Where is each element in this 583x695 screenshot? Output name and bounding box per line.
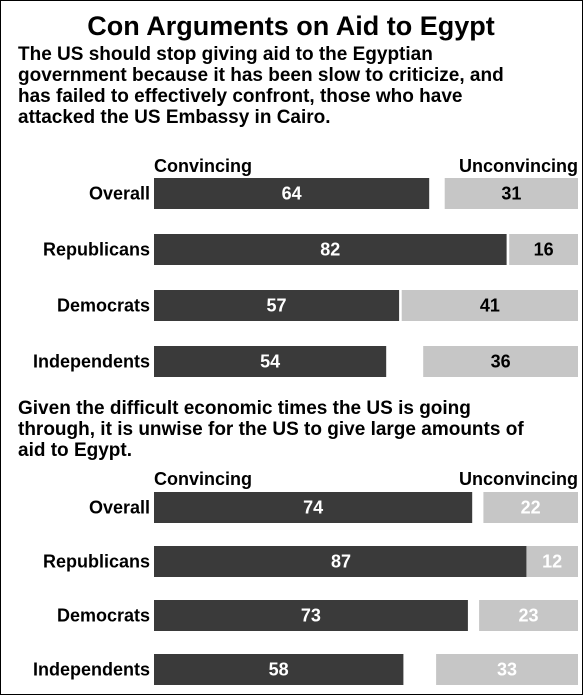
panel2-value-convincing: 74 bbox=[303, 498, 323, 518]
panel1-value-unconvincing: 31 bbox=[501, 184, 521, 204]
panel2-value-convincing: 58 bbox=[269, 660, 289, 680]
panel2-category-label: Independents bbox=[33, 660, 150, 680]
panel1-value-convincing: 54 bbox=[260, 352, 280, 372]
panel1-bar-unconvincing bbox=[423, 346, 578, 377]
panel2-header-convincing: Convincing bbox=[154, 469, 252, 489]
panel1-bar-convincing bbox=[154, 346, 387, 377]
panel1-value-convincing: 57 bbox=[267, 296, 287, 316]
panel2-bar-unconvincing bbox=[526, 546, 578, 577]
panel2-statement-line: Given the difficult economic times the U… bbox=[18, 398, 471, 419]
panel2-category-label: Overall bbox=[89, 498, 150, 518]
panel2-statement-line: aid to Egypt. bbox=[18, 440, 132, 461]
panel1-value-convincing: 64 bbox=[282, 184, 302, 204]
panel2-value-unconvincing: 12 bbox=[542, 552, 562, 572]
panel1-category-label: Republicans bbox=[43, 240, 150, 260]
panel1-bar-unconvincing bbox=[444, 178, 578, 209]
panel1-bar-unconvincing bbox=[401, 290, 578, 321]
panel1-statement-line: government because it has been slow to c… bbox=[18, 65, 504, 86]
panel2-bar-convincing bbox=[154, 546, 529, 577]
panel1-header-unconvincing: Unconvincing bbox=[459, 156, 578, 176]
panel1-value-unconvincing: 16 bbox=[534, 240, 554, 260]
panel2-bar-convincing bbox=[154, 654, 404, 685]
panel1-statement-line: attacked the US Embassy in Cairo. bbox=[18, 107, 331, 128]
panel2-bar-unconvincing bbox=[479, 600, 578, 631]
panel2-bar-unconvincing bbox=[483, 492, 578, 523]
panel1-bar-unconvincing bbox=[509, 234, 578, 265]
panel1-category-label: Independents bbox=[33, 352, 150, 372]
panel1-bar-convincing bbox=[154, 234, 507, 265]
panel1-bar-convincing bbox=[154, 178, 430, 209]
panel1-value-convincing: 82 bbox=[320, 240, 340, 260]
panel1-header-convincing: Convincing bbox=[154, 156, 252, 176]
panel2-value-unconvincing: 22 bbox=[521, 498, 541, 518]
panel1-bar-convincing bbox=[154, 290, 400, 321]
panel1-category-label: Democrats bbox=[57, 296, 150, 316]
panel2-bar-convincing bbox=[154, 600, 468, 631]
panel2-category-label: Republicans bbox=[43, 552, 150, 572]
panel2-category-label: Democrats bbox=[57, 606, 150, 626]
panel2-value-convincing: 87 bbox=[331, 552, 351, 572]
chart-title: Con Arguments on Aid to Egypt bbox=[87, 11, 494, 41]
panel1-value-unconvincing: 36 bbox=[491, 352, 511, 372]
panel1-statement-line: The US should stop giving aid to the Egy… bbox=[18, 44, 433, 65]
panel2-value-convincing: 73 bbox=[301, 606, 321, 626]
panel1-value-unconvincing: 41 bbox=[480, 296, 500, 316]
panel2-bar-unconvincing bbox=[436, 654, 578, 685]
panel2-bar-convincing bbox=[154, 492, 473, 523]
panel2-header-unconvincing: Unconvincing bbox=[459, 469, 578, 489]
panel2-statement-line: through, it is unwise for the US to give… bbox=[18, 419, 524, 440]
panel1-statement-line: has failed to effectively confront, thos… bbox=[18, 86, 462, 107]
panel2-value-unconvincing: 23 bbox=[519, 606, 539, 626]
panel2-value-unconvincing: 33 bbox=[497, 660, 517, 680]
panel1-category-label: Overall bbox=[89, 184, 150, 204]
